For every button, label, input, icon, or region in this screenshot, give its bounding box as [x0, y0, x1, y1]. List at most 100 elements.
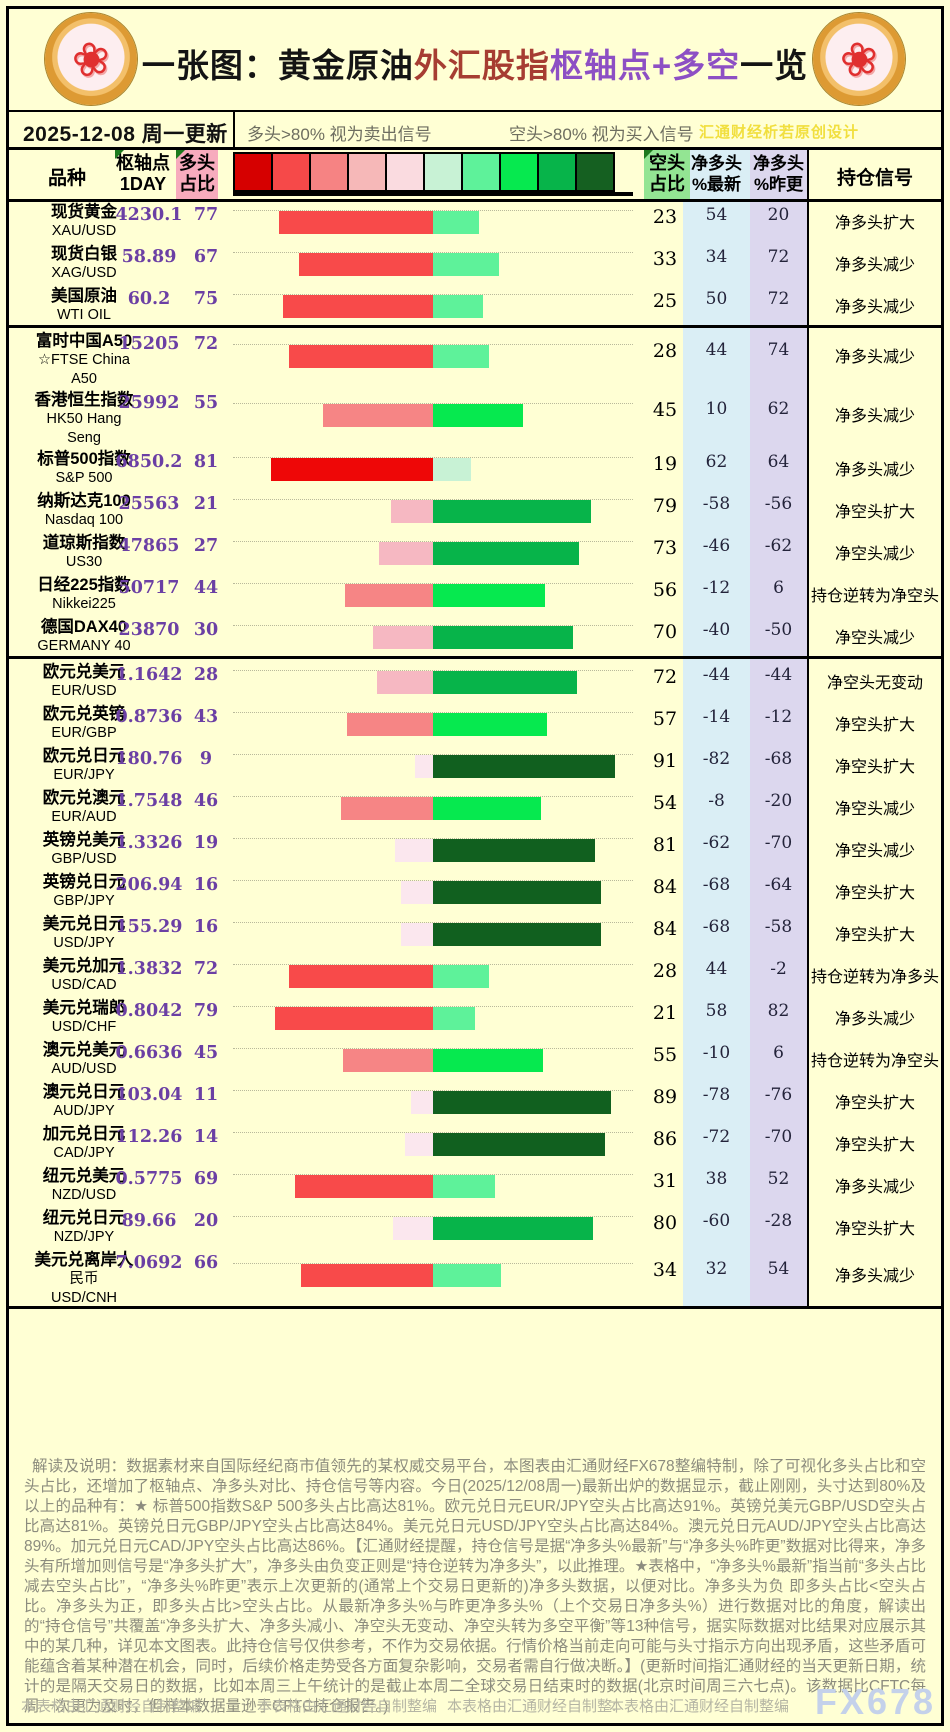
instrument-name-line: NZD/USD: [51, 1187, 117, 1203]
brand-logo-right: ❀: [813, 13, 905, 105]
pivot-value: 47865: [118, 536, 180, 556]
long-short-bar: [233, 670, 633, 694]
short-bar-segment: [433, 1091, 611, 1114]
long-short-bar: [233, 1006, 633, 1030]
instrument-name-line: 道琼斯指数: [42, 534, 126, 552]
net-long-previous: -70: [764, 833, 793, 853]
col-header-long-line2: 占比: [179, 174, 215, 194]
long-bar-segment: [395, 839, 433, 862]
long-percent: 72: [193, 334, 219, 354]
short-bar-segment: [433, 584, 545, 607]
long-short-bar: [233, 625, 633, 649]
col-header-net-prev-line1: 净多头: [753, 154, 804, 173]
long-bar-segment: [415, 755, 433, 778]
long-percent: 28: [193, 665, 219, 685]
pivot-value: 25992: [118, 393, 180, 413]
table-row: 纽元兑美元 NZD/USD 0.5775 69 31 38 52 净多头减少: [9, 1163, 941, 1205]
instrument-name-line: 美元兑瑞郎: [42, 999, 126, 1017]
long-percent: 30: [193, 620, 219, 640]
table-row: 美国原油 WTI OIL 60.2 75 25 50 72 净多头减少: [9, 283, 941, 325]
short-percent: 34: [652, 1259, 678, 1281]
flower-icon: ❀: [66, 29, 116, 89]
table-body: 现货黄金 XAU/USD 4230.1 77 23 54 20 净多头扩大 现货白银 XAG/US…: [9, 199, 941, 1309]
scale-swatch: [233, 152, 273, 192]
instrument-name: 纽元兑日元 NZD/JPY: [9, 1209, 159, 1247]
instrument-name: 标普500指数 S&P 500: [9, 450, 159, 488]
col-header-short-line1: 空头: [649, 153, 685, 173]
date-band: 2025-12-08 周一更新 多头>80% 视为卖出信号 空头>80% 视为买…: [9, 112, 941, 150]
position-signal: 净多头减少: [834, 257, 915, 274]
table-row: 澳元兑美元 AUD/USD 0.6636 45 55 -10 6 持仓逆转为净空头: [9, 1037, 941, 1079]
long-short-bar: [233, 1048, 633, 1072]
col-header-pivot: 枢轴点 1DAY: [100, 153, 186, 195]
instrument-name-line: A50: [71, 371, 97, 387]
short-bar-segment: [433, 755, 615, 778]
position-signal: 净空头减少: [834, 801, 915, 818]
instrument-name-line: 美元兑加元: [42, 957, 126, 975]
instrument-name-line: 英镑兑美元: [42, 831, 126, 849]
instrument-name: 美元兑加元 USD/CAD: [9, 957, 159, 995]
net-long-latest: 32: [705, 1259, 728, 1279]
table-row: 香港恒生指数 HK50 Hang Seng 25992 55 45 10 62 净多头减少: [9, 387, 941, 446]
instrument-name-line: 现货白银: [51, 245, 117, 263]
short-bar-segment: [433, 1175, 495, 1198]
pivot-value: 1.1642: [115, 665, 183, 685]
instrument-name-line: AUD/JPY: [53, 1103, 115, 1119]
instrument-name-line: Nikkei225: [52, 596, 116, 612]
net-long-previous: 20: [767, 205, 790, 225]
instrument-name: 富时中国A50 ☆FTSE China A50: [9, 332, 159, 389]
long-percent: 72: [193, 959, 219, 979]
net-long-latest: -78: [702, 1085, 731, 1105]
long-bar-segment: [295, 1175, 433, 1198]
short-percent: 84: [652, 876, 678, 898]
pivot-value: 1.3832: [115, 959, 183, 979]
long-short-bar: [233, 1263, 633, 1287]
net-long-previous: -68: [764, 749, 793, 769]
long-percent: 20: [193, 1211, 219, 1231]
short-percent: 25: [652, 290, 678, 312]
title-segment: 外汇股指: [413, 47, 550, 84]
long-percent: 67: [193, 247, 219, 267]
instrument-name-line: USD/CAD: [51, 977, 117, 993]
table-row: 澳元兑日元 AUD/JPY 103.04 11 89 -78 -76 净空头扩大: [9, 1079, 941, 1121]
net-long-latest: -44: [702, 665, 731, 685]
scale-swatch: [347, 152, 387, 192]
short-percent: 56: [652, 579, 678, 601]
col-header-net-prev: 净多头 %昨更: [750, 153, 807, 195]
pivot-value: 1.3326: [115, 833, 183, 853]
instrument-name-line: GBP/JPY: [53, 893, 115, 909]
net-long-previous: -62: [764, 536, 793, 556]
table-row: 标普500指数 S&P 500 6850.2 81 19 62 64 净多头减少: [9, 446, 941, 488]
col-header-signal: 持仓信号: [836, 168, 913, 189]
long-short-bar: [233, 922, 633, 946]
net-long-latest: -12: [702, 578, 731, 598]
position-signal: 持仓逆转为净多头: [810, 969, 939, 986]
update-date: 2025-12-08 周一更新: [23, 123, 228, 146]
table-row: 欧元兑日元 EUR/JPY 180.76 9 91 -82 -68 净空头扩大: [9, 743, 941, 785]
net-prev-col-overlay: [750, 150, 807, 1306]
instrument-name-line: 澳元兑日元: [42, 1083, 126, 1101]
long-bar-segment: [411, 1091, 433, 1114]
short-percent: 28: [652, 960, 678, 982]
instrument-name-line: HK50 Hang: [46, 411, 122, 427]
scale-swatch: [423, 152, 463, 192]
instrument-name: 纽元兑美元 NZD/USD: [9, 1167, 159, 1205]
instrument-name-line: NZD/JPY: [53, 1229, 115, 1245]
net-long-previous: -28: [764, 1211, 793, 1231]
net-long-previous: 74: [767, 340, 790, 360]
instrument-name: 纳斯达克100 Nasdaq 100: [9, 492, 159, 530]
instrument-name-line: 欧元兑英镑: [42, 705, 126, 723]
instrument-name: 加元兑日元 CAD/JPY: [9, 1125, 159, 1163]
instrument-name-line: GBP/USD: [51, 851, 117, 867]
instrument-name-line: 欧元兑澳元: [42, 789, 126, 807]
instrument-name-line: USD/CNH: [50, 1290, 118, 1306]
long-short-bar: [233, 499, 633, 523]
pivot-value: 0.6636: [115, 1043, 183, 1063]
short-percent: 21: [652, 1002, 678, 1024]
short-bar-segment: [433, 1133, 605, 1156]
position-signal: 净空头减少: [834, 546, 915, 563]
short-bar-segment: [433, 1049, 543, 1072]
position-signal: 净空头扩大: [834, 885, 915, 902]
position-signal: 净空头扩大: [834, 759, 915, 776]
instrument-name-line: 纳斯达克100: [37, 492, 131, 510]
